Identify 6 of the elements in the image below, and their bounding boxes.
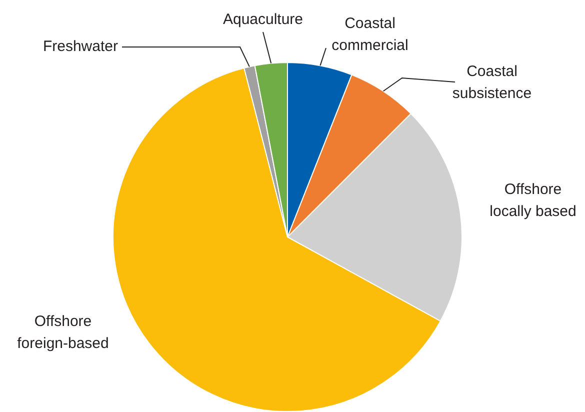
slice-label: Offshore locally based [490, 181, 576, 220]
slice-label: Coastal subsistence [452, 63, 532, 102]
slice-label: Coastal commercial [332, 15, 408, 54]
slice-label: Offshore foreign-based [17, 313, 109, 352]
slice-label: Freshwater [42, 38, 118, 56]
slice-label: Aquaculture [222, 11, 304, 28]
